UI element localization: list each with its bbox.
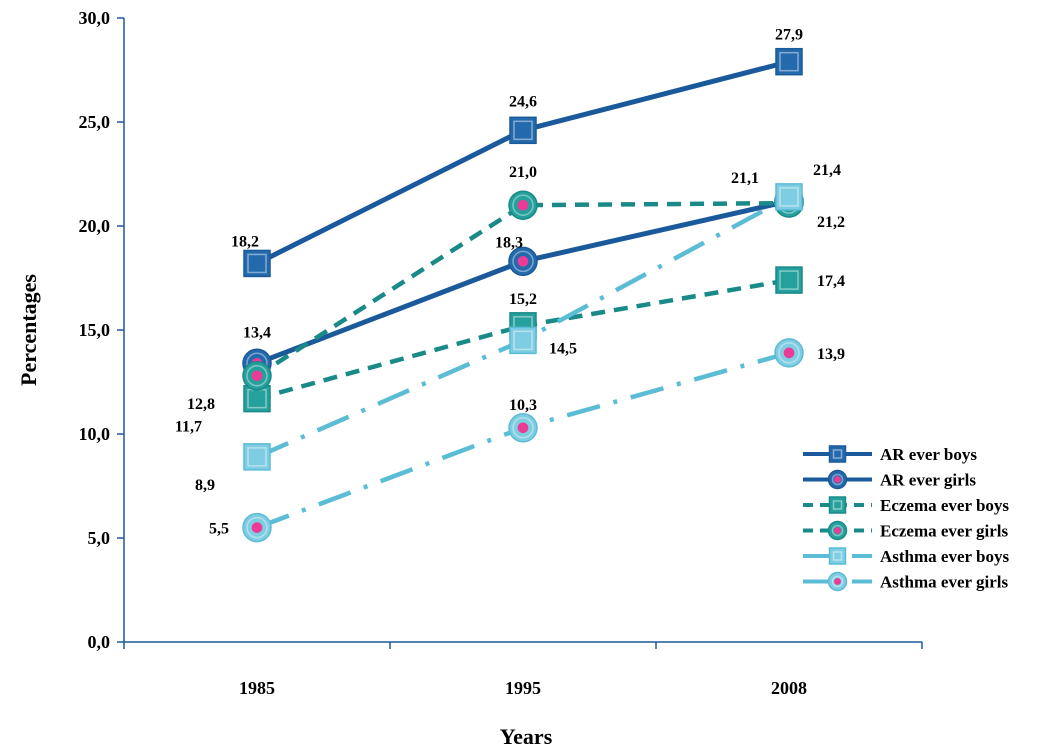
- data-point-5-highlight: [246, 516, 268, 539]
- y-tick-label: 5,0: [88, 528, 111, 548]
- data-label: 8,9: [195, 477, 215, 494]
- data-point-4-highlight: [779, 187, 799, 207]
- data-point-3-dot: [517, 199, 529, 211]
- legend-marker: [828, 496, 847, 514]
- data-label: 10,3: [509, 397, 537, 414]
- data-point-3-dot: [251, 370, 263, 382]
- data-point-4: [243, 443, 271, 471]
- legend: AR ever boys AR ever girls Eczema ever boy…: [803, 445, 1009, 592]
- data-point-5-dot: [783, 347, 795, 359]
- data-point-5-highlight: [778, 342, 800, 364]
- data-label: 18,2: [231, 233, 259, 250]
- legend-label: AR ever boys: [880, 445, 977, 464]
- data-label: 27,9: [775, 27, 803, 44]
- data-point-4: [509, 326, 537, 355]
- data-point-2: [775, 266, 803, 294]
- data-label: 13,4: [243, 324, 271, 341]
- data-point-0-highlight: [247, 253, 267, 274]
- legend-label: Asthma ever boys: [880, 547, 1009, 566]
- y-tick-label: 30,0: [79, 8, 111, 28]
- data-label: 13,9: [817, 346, 845, 363]
- data-label: 5,5: [209, 521, 229, 538]
- data-point-0-highlight: [513, 120, 533, 141]
- x-tick-label: 2008: [771, 678, 807, 698]
- y-tick-label: 10,0: [79, 424, 111, 444]
- legend-label: AR ever girls: [880, 471, 976, 490]
- data-point-4-highlight: [247, 447, 267, 467]
- data-point-0: [509, 116, 537, 145]
- data-labels: 18,2 24,6 27,9 13,4 18,3 21,2 11,7 15,2 17,4 12,8…: [175, 27, 845, 538]
- legend-label: Asthma ever girls: [880, 573, 1008, 592]
- legend-marker-highlight: [831, 524, 844, 537]
- legend-marker: [828, 547, 847, 565]
- y-tick-label: 20,0: [79, 216, 111, 236]
- data-point-5-dot: [251, 522, 263, 533]
- data-point-2: [243, 384, 271, 413]
- data-label: 15,2: [509, 291, 537, 308]
- data-label: 11,7: [175, 419, 202, 436]
- data-point-3-highlight: [512, 194, 534, 216]
- data-label: 21,2: [817, 214, 845, 231]
- data-point-5-dot: [517, 422, 529, 434]
- series-line-0: [255, 59, 790, 266]
- data-label: 21,1: [731, 170, 759, 187]
- legend-marker-highlight: [831, 575, 844, 588]
- series-line-3: [255, 200, 790, 378]
- data-point-0-highlight: [779, 51, 799, 72]
- y-tick-label: 15,0: [79, 320, 111, 340]
- data-label: 18,3: [495, 234, 523, 251]
- legend-marker-highlight: [831, 473, 844, 486]
- data-point-0: [775, 47, 803, 76]
- data-label: 17,4: [817, 273, 845, 290]
- data-label: 12,8: [187, 396, 215, 413]
- data-point-1-dot: [517, 256, 529, 267]
- legend-marker-dot: [834, 527, 841, 534]
- data-label: 21,4: [813, 162, 841, 179]
- legend-marker-highlight: [832, 500, 843, 510]
- data-point-5-highlight: [512, 417, 534, 439]
- x-axis-title: Years: [500, 724, 553, 749]
- series-group: [242, 47, 804, 543]
- data-point-2-highlight: [779, 270, 799, 290]
- x-tick-label: 1995: [505, 678, 541, 698]
- data-point-0: [243, 249, 271, 278]
- data-point-4-highlight: [513, 330, 533, 351]
- legend-marker-highlight: [832, 551, 843, 561]
- data-point-3-highlight: [246, 365, 268, 387]
- y-tick-label: 0,0: [88, 632, 111, 652]
- data-label: 21,0: [509, 164, 537, 181]
- x-tick-label: 1985: [239, 678, 275, 698]
- legend-marker-dot: [834, 476, 841, 483]
- legend-label: Eczema ever girls: [880, 522, 1008, 541]
- data-point-4: [775, 183, 803, 211]
- legend-label: Eczema ever boys: [880, 496, 1009, 515]
- y-tick-label: 25,0: [79, 112, 111, 132]
- legend-marker: [828, 445, 847, 463]
- legend-marker-dot: [834, 578, 841, 585]
- y-axis-title: Percentages: [16, 274, 41, 386]
- axes: 0,0 5,0 10,0 15,0 20,0 25,0 30,0 1985 1995 2008: [79, 8, 923, 698]
- data-label: 14,5: [549, 340, 577, 357]
- data-label: 24,6: [509, 93, 537, 110]
- data-point-1-highlight: [512, 250, 534, 273]
- legend-marker-highlight: [832, 449, 843, 459]
